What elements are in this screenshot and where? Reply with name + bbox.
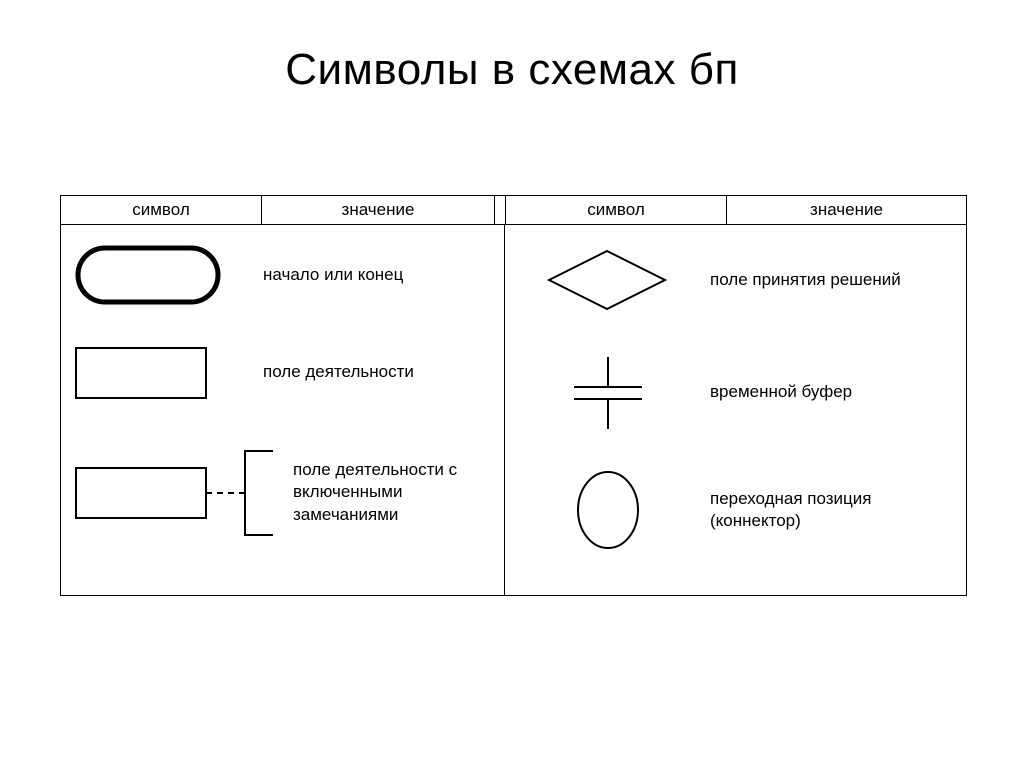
legend-label: поле деятельности (263, 361, 504, 383)
legend-table: символ значение символ значение начало и… (60, 195, 967, 596)
legend-label: поле принятия решений (710, 269, 966, 291)
diamond-icon (545, 247, 670, 313)
buffer-icon (568, 353, 648, 433)
legend-row: временной буфер (505, 335, 966, 450)
header-row: символ значение символ значение (61, 196, 966, 225)
rectangle-icon (73, 345, 213, 401)
legend-row: поле деятельности (61, 325, 504, 420)
left-column: начало или конец поле деятельности (61, 225, 505, 595)
legend-label: начало или конец (263, 264, 504, 286)
terminator-icon (73, 243, 223, 307)
header-gap (495, 196, 506, 224)
legend-label: временной буфер (710, 381, 966, 403)
legend-row: поле деятельности с включенными замечани… (61, 420, 504, 565)
rect-annotation-icon (73, 443, 278, 543)
legend-row: начало или конец (61, 225, 504, 325)
legend-row: поле принятия решений (505, 225, 966, 335)
header-value-right: значение (727, 196, 966, 224)
legend-row: переходная позиция (коннектор) (505, 450, 966, 570)
legend-label: переходная позиция (коннектор) (710, 488, 966, 532)
header-symbol-left: символ (61, 196, 262, 224)
header-symbol-right: символ (506, 196, 727, 224)
page-title: Символы в схемах бп (0, 0, 1024, 95)
right-column: поле принятия решений временной буфер (505, 225, 966, 595)
legend-label: поле деятельности с включенными замечани… (293, 459, 504, 525)
header-value-left: значение (262, 196, 495, 224)
connector-icon (572, 467, 644, 553)
